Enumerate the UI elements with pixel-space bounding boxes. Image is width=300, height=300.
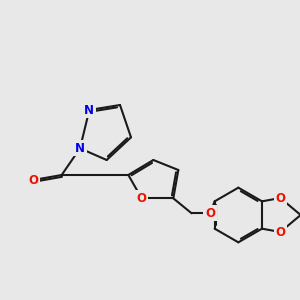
Text: N: N [84,103,94,116]
Text: N: N [75,142,85,155]
Text: O: O [137,192,147,205]
Text: O: O [205,207,215,220]
Text: O: O [275,191,285,205]
Text: O: O [28,173,38,187]
Text: O: O [275,226,285,238]
